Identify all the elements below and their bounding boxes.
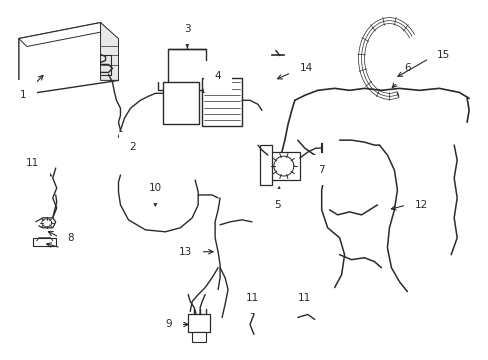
Text: 11: 11 xyxy=(26,158,40,168)
Bar xyxy=(188,315,210,332)
Text: 6: 6 xyxy=(403,63,410,73)
Bar xyxy=(163,82,199,124)
Bar xyxy=(267,152,299,180)
Text: 15: 15 xyxy=(436,50,449,60)
Text: 9: 9 xyxy=(165,319,172,329)
Polygon shape xyxy=(19,23,118,95)
Text: 8: 8 xyxy=(67,233,74,243)
Bar xyxy=(202,78,242,126)
Text: 1: 1 xyxy=(20,90,26,100)
Text: 11: 11 xyxy=(245,293,258,302)
Text: 7: 7 xyxy=(318,165,325,175)
Text: 14: 14 xyxy=(299,63,312,73)
Text: 11: 11 xyxy=(298,293,311,302)
Polygon shape xyxy=(19,23,108,46)
Text: 3: 3 xyxy=(183,24,190,33)
Polygon shape xyxy=(101,23,118,80)
Bar xyxy=(260,145,271,185)
Bar xyxy=(192,332,206,342)
Bar xyxy=(168,49,206,90)
Text: 13: 13 xyxy=(179,247,192,257)
Text: 5: 5 xyxy=(274,200,281,210)
Text: 4: 4 xyxy=(214,71,221,81)
Text: 10: 10 xyxy=(148,183,162,193)
Text: 2: 2 xyxy=(129,142,136,152)
Text: 12: 12 xyxy=(413,200,427,210)
